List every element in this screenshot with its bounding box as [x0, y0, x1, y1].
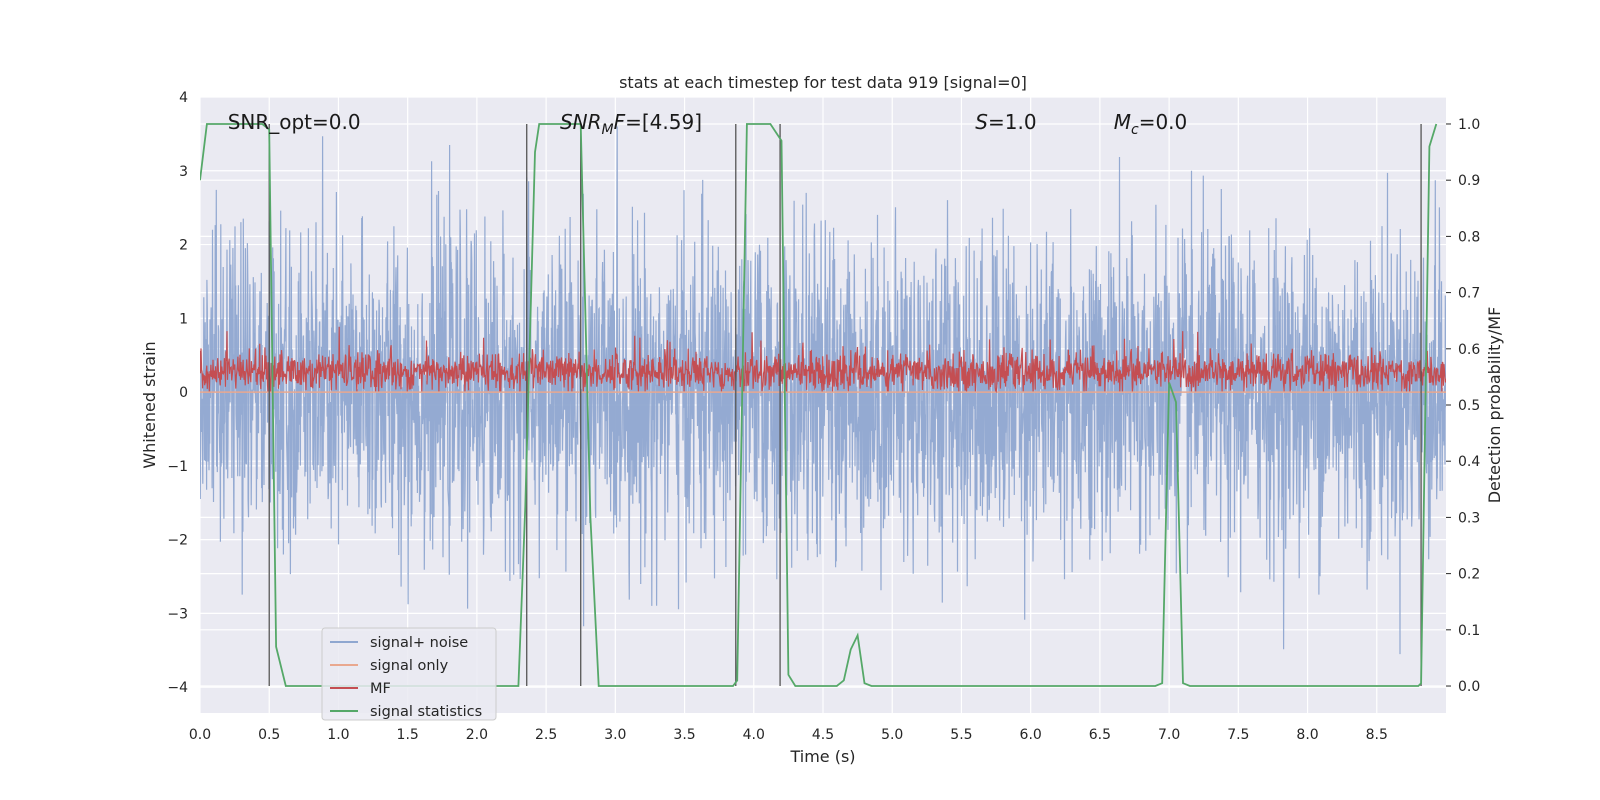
x-tick-label: 4.5	[812, 727, 834, 743]
chart-title: stats at each timestep for test data 919…	[619, 73, 1027, 92]
x-tick-label: 8.0	[1296, 727, 1318, 743]
y-tick-label: 2	[179, 238, 188, 254]
y-tick-label: 3	[179, 164, 188, 180]
annotation: S=1.0	[975, 110, 1036, 134]
x-axis-label: Time (s)	[789, 747, 855, 766]
y-axis-label: Whitened strain	[140, 341, 159, 468]
x-axis-ticks: 0.0 0.5 1.0 1.5 2.0 2.5 3.0 3.5 4.0 4.5 5.0 5.5 6.0 6…	[189, 727, 1388, 743]
x-tick-label: 0.5	[258, 727, 280, 743]
right-tick-label: 0.0	[1458, 679, 1480, 695]
right-tick-label: 0.6	[1458, 342, 1480, 358]
right-tick-label: 0.9	[1458, 173, 1480, 189]
y-axis-ticks: 4 3 2 1 0 −1 −2 −3 −4	[167, 90, 188, 696]
right-tick-label: 0.7	[1458, 286, 1480, 302]
right-axis-label: Detection probability/MF	[1485, 307, 1504, 504]
right-tick-label: 0.5	[1458, 398, 1480, 414]
right-tick-label: 0.1	[1458, 623, 1480, 639]
legend-box	[321, 627, 497, 721]
x-tick-label: 2.0	[466, 727, 488, 743]
vertical-markers	[268, 123, 1422, 687]
y-tick-label: −2	[167, 533, 188, 549]
y-tick-label: −4	[167, 680, 188, 696]
x-tick-label: 1.5	[397, 727, 419, 743]
y-tick-label: −3	[167, 606, 188, 622]
x-tick-label: 6.0	[1020, 727, 1042, 743]
x-tick-label: 3.0	[604, 727, 626, 743]
right-tick-label: 1.0	[1458, 117, 1480, 133]
legend-label: signal+ noise	[370, 635, 468, 651]
legend: signal+ noise signal only MF signal statist…	[321, 627, 497, 721]
right-axis-ticks: 1.0 0.9 0.8 0.7 0.6 0.5 0.4 0.3 0.2 0.1 0.0	[1446, 117, 1480, 695]
legend-label: signal statistics	[370, 704, 482, 720]
right-tick-label: 0.3	[1458, 510, 1480, 526]
legend-label: signal only	[370, 658, 449, 674]
right-tick-label: 0.2	[1458, 567, 1480, 583]
annotations: SNR_opt=0.0 SNRMF=[4.59] S=1.0 Mc=0.0	[228, 110, 1188, 138]
x-tick-label: 6.5	[1089, 727, 1111, 743]
annotation: SNR_opt=0.0	[228, 110, 361, 134]
y-tick-label: 0	[179, 385, 188, 401]
x-tick-label: 0.0	[189, 727, 211, 743]
y-tick-label: 4	[179, 90, 188, 106]
x-tick-label: 8.5	[1366, 727, 1388, 743]
right-tick-label: 0.4	[1458, 454, 1480, 470]
right-tick-label: 0.8	[1458, 229, 1480, 245]
x-tick-label: 5.0	[881, 727, 903, 743]
x-tick-label: 5.5	[950, 727, 972, 743]
x-tick-label: 1.0	[327, 727, 349, 743]
x-tick-label: 4.0	[743, 727, 765, 743]
x-tick-label: 2.5	[535, 727, 557, 743]
annotation: SNRMF=[4.59]	[560, 110, 702, 138]
series-mf	[200, 326, 1446, 394]
legend-label: MF	[370, 681, 391, 697]
y-tick-label: 1	[179, 311, 188, 327]
y-tick-label: −1	[167, 459, 188, 475]
annotation: Mc=0.0	[1114, 110, 1188, 138]
x-tick-label: 3.5	[673, 727, 695, 743]
x-tick-label: 7.0	[1158, 727, 1180, 743]
x-tick-label: 7.5	[1227, 727, 1249, 743]
